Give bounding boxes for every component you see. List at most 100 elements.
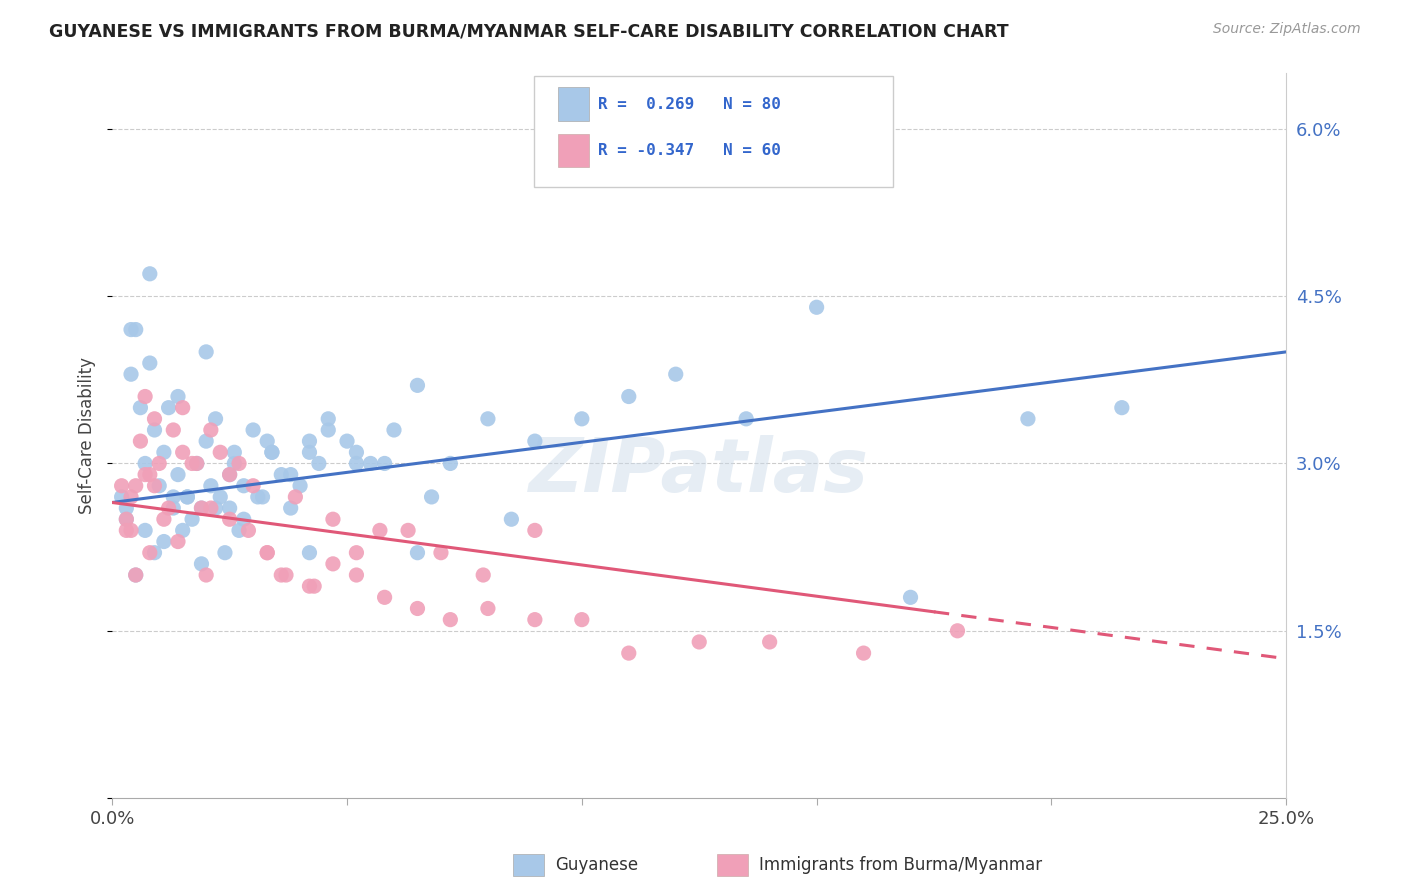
Point <box>308 457 330 471</box>
Point <box>190 501 212 516</box>
Point <box>125 479 148 493</box>
Point <box>115 512 138 526</box>
Point <box>111 479 134 493</box>
Point <box>302 579 325 593</box>
Point <box>195 344 218 359</box>
Point <box>115 524 138 538</box>
Point <box>360 457 382 471</box>
Point <box>232 479 254 493</box>
Point <box>665 368 688 382</box>
Point <box>242 479 264 493</box>
Point <box>153 445 176 459</box>
Point <box>346 568 368 582</box>
Point <box>218 501 240 516</box>
Point <box>346 546 368 560</box>
Point <box>280 467 302 482</box>
Point <box>148 457 170 471</box>
Point <box>209 445 232 459</box>
Point <box>280 501 302 516</box>
Point <box>139 267 162 281</box>
Point <box>181 457 204 471</box>
Point <box>172 524 194 538</box>
Point <box>439 613 461 627</box>
Point <box>134 390 156 404</box>
Point <box>134 457 156 471</box>
Point <box>477 601 499 615</box>
Point <box>688 635 710 649</box>
Point <box>256 546 278 560</box>
Text: Guyanese: Guyanese <box>555 855 638 874</box>
Point <box>162 423 184 437</box>
Point <box>200 479 222 493</box>
Point <box>430 546 453 560</box>
Point <box>218 512 240 526</box>
Point <box>256 546 278 560</box>
Point <box>200 501 222 516</box>
Point <box>115 501 138 516</box>
Point <box>617 646 640 660</box>
Point <box>406 378 429 392</box>
Point <box>129 401 152 415</box>
Point <box>129 434 152 449</box>
Text: ZIPatlas: ZIPatlas <box>529 435 869 508</box>
Point <box>270 568 292 582</box>
Text: Immigrants from Burma/Myanmar: Immigrants from Burma/Myanmar <box>759 855 1042 874</box>
Point <box>115 512 138 526</box>
Point <box>256 434 278 449</box>
Point <box>252 490 274 504</box>
Point <box>406 546 429 560</box>
Point <box>298 546 321 560</box>
Point <box>523 613 546 627</box>
Point <box>172 445 194 459</box>
Point <box>172 401 194 415</box>
Point <box>218 467 240 482</box>
Point <box>162 490 184 504</box>
Point <box>111 490 134 504</box>
Point <box>322 557 344 571</box>
Point <box>260 445 283 459</box>
Point <box>120 490 142 504</box>
Point <box>125 568 148 582</box>
Point <box>190 557 212 571</box>
Point <box>758 635 780 649</box>
Point <box>153 534 176 549</box>
Point <box>125 568 148 582</box>
Point <box>209 490 232 504</box>
Point <box>167 534 190 549</box>
Point <box>246 490 269 504</box>
Point <box>134 524 156 538</box>
Point <box>120 368 142 382</box>
Text: Source: ZipAtlas.com: Source: ZipAtlas.com <box>1213 22 1361 37</box>
Point <box>501 512 523 526</box>
Point <box>523 434 546 449</box>
Point <box>260 445 283 459</box>
Point <box>316 412 339 426</box>
Point <box>374 457 396 471</box>
Point <box>298 445 321 459</box>
Point <box>143 546 166 560</box>
Point <box>162 501 184 516</box>
Point <box>190 501 212 516</box>
Point <box>134 467 156 482</box>
Point <box>204 412 226 426</box>
Point <box>139 356 162 370</box>
Point <box>1017 412 1039 426</box>
Point <box>232 512 254 526</box>
Point <box>153 512 176 526</box>
Point <box>139 467 162 482</box>
Point <box>900 591 922 605</box>
Point <box>284 490 307 504</box>
Text: R =  0.269   N = 80: R = 0.269 N = 80 <box>598 97 780 112</box>
Point <box>571 412 593 426</box>
Point <box>346 445 368 459</box>
Point <box>270 467 292 482</box>
Point <box>143 423 166 437</box>
Point <box>316 423 339 437</box>
Point <box>472 568 495 582</box>
Point <box>143 479 166 493</box>
Point <box>406 601 429 615</box>
Point <box>167 467 190 482</box>
Point <box>157 401 180 415</box>
Point <box>420 490 443 504</box>
Point <box>167 390 190 404</box>
